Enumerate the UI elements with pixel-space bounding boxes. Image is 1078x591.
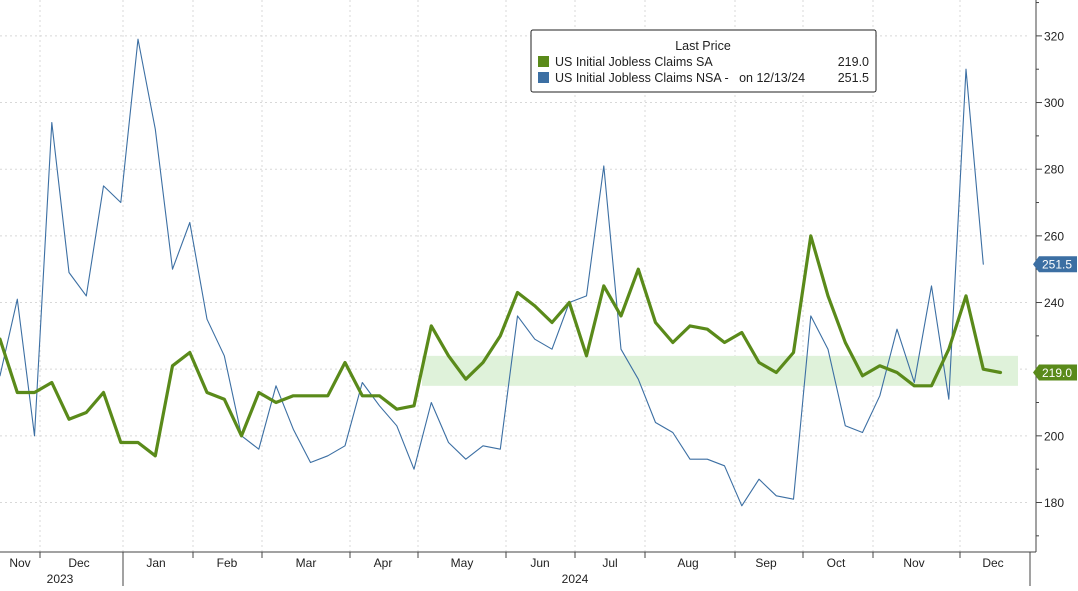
x-month-label: Sep xyxy=(755,556,777,570)
legend: Last Price US Initial Jobless Claims SA … xyxy=(530,29,877,93)
x-month-label: May xyxy=(451,556,474,570)
legend-value-sa: 219.0 xyxy=(838,55,869,69)
y-tick-label: 280 xyxy=(1044,163,1064,177)
x-month-label: Dec xyxy=(982,556,1003,570)
y-tick-label: 320 xyxy=(1044,29,1064,43)
x-month-label: Jun xyxy=(530,556,549,570)
series-line-nsa xyxy=(0,38,984,507)
badge-label: 251.5 xyxy=(1042,258,1072,272)
x-month-label: Mar xyxy=(296,556,317,570)
x-month-label: Jan xyxy=(146,556,165,570)
y-tick-label: 200 xyxy=(1044,429,1064,443)
x-month-label: Aug xyxy=(677,556,698,570)
x-month-label: Nov xyxy=(9,556,30,570)
x-year-label: 2024 xyxy=(562,572,589,586)
legend-swatch-sa xyxy=(538,56,549,67)
x-year-label: 2023 xyxy=(47,572,74,586)
x-month-label: Feb xyxy=(217,556,238,570)
series-layer xyxy=(0,38,1003,507)
legend-title: Last Price xyxy=(675,39,731,53)
y-tick-label: 240 xyxy=(1044,296,1064,310)
legend-box xyxy=(530,29,877,93)
badge-label: 219.0 xyxy=(1042,366,1072,380)
legend-value-nsa: 251.5 xyxy=(838,71,869,85)
x-month-label: Apr xyxy=(374,556,393,570)
legend-label-sa: US Initial Jobless Claims SA xyxy=(555,55,713,69)
series-line-sa xyxy=(0,234,1003,458)
last-value-badge-nsa: 251.5 xyxy=(1033,256,1077,273)
y-tick-label: 300 xyxy=(1044,96,1064,110)
y-tick-label: 180 xyxy=(1044,496,1064,510)
badge-shape xyxy=(1033,364,1077,381)
x-month-label: Nov xyxy=(903,556,924,570)
legend-label-nsa: US Initial Jobless Claims NSA - on 12/13… xyxy=(555,71,805,85)
badge-shape xyxy=(1033,256,1077,273)
y-tick-label: 260 xyxy=(1044,229,1064,243)
last-value-badge-sa: 219.0 xyxy=(1033,364,1077,381)
x-month-label: Dec xyxy=(68,556,89,570)
x-month-label: Oct xyxy=(827,556,846,570)
legend-swatch-nsa xyxy=(538,72,549,83)
x-month-label: Jul xyxy=(602,556,617,570)
